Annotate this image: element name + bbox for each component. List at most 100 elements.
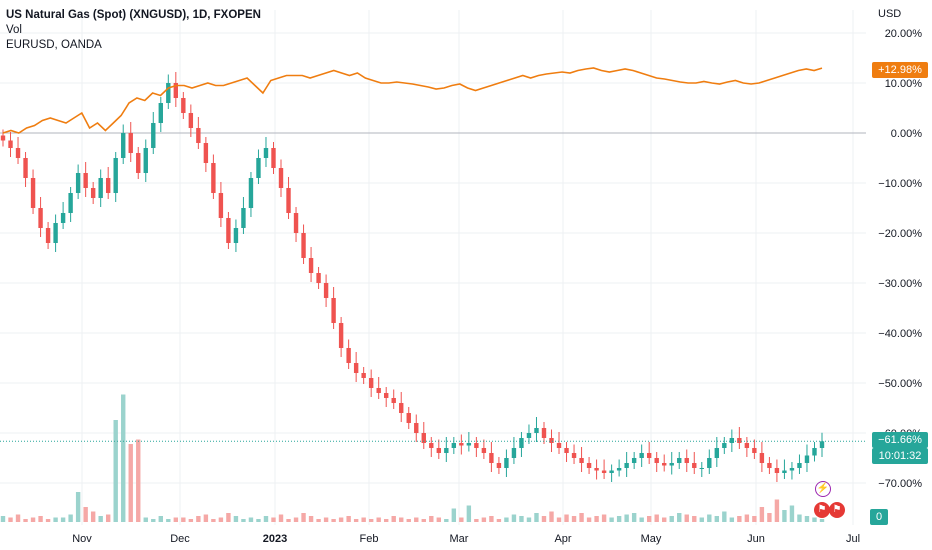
candle-body [684,458,689,463]
volume-bar [113,420,118,522]
volume-bar [684,514,689,522]
candle-body [136,153,141,173]
candle-body [609,470,614,473]
y-unit-label: USD [878,8,901,20]
volume-bar [466,505,472,522]
candle-body [90,188,96,198]
candle-body [414,423,419,433]
candle-body [519,438,524,448]
volume-bar [639,517,644,522]
volume-bar [391,516,396,522]
volume-bar [767,513,772,522]
lightning-icon[interactable]: ⚡ [815,481,831,497]
candle-body [752,448,757,453]
volume-bar [797,514,802,522]
volume-bar [631,513,637,522]
y-axis[interactable]: 20.00% 10.00% 0.00% −10.00% −20.00% −30.00% −4… [878,8,922,490]
candle-body [181,98,186,113]
candle-body [639,453,644,458]
candle-body [459,443,464,446]
volume-bar [361,517,366,522]
volume-bar [248,517,254,522]
candle-body [248,178,254,208]
volume-bar [677,513,682,522]
volume-legend[interactable]: Vol [6,24,22,36]
chart-legend: US Natural Gas (Spot) (XNGUSD), 1D, FXOP… [6,8,261,53]
volume-bar [338,517,344,522]
volume-bar [368,519,374,522]
candle-body [804,455,810,463]
volume-bar [489,516,494,522]
candle-body [331,298,336,323]
volume-bar [218,517,224,522]
candle-body [166,83,171,103]
volume-bar [564,514,569,522]
candle-body [421,433,426,443]
volume-bar [151,519,156,522]
candle-body [30,178,36,208]
candle-body [353,363,359,373]
candle-body [707,458,712,468]
x-axis[interactable]: Nov Dec 2023 Feb Mar Apr May Jun Jul [72,533,860,545]
volume-bar [474,519,479,522]
candle-body [797,463,802,468]
volume-bar [23,519,28,522]
candle-body [496,463,502,468]
compare-legend[interactable]: EURUSD, OANDA [6,39,102,51]
volume-bar [804,516,810,522]
volume-bar [196,516,201,522]
symbol-title[interactable]: US Natural Gas (Spot) (XNGUSD), 1D, FXOP… [6,9,261,21]
candle-body [646,453,652,458]
candle-body [489,453,494,463]
volume-bar [293,517,299,522]
candle-body [399,403,404,413]
candle-body [429,443,434,448]
volume-bar [263,516,269,522]
volume-bar [586,517,592,522]
candle-body [504,458,509,468]
volume-bar [444,519,449,522]
eurusd-compare-line [2,67,823,134]
volume-bar [722,511,727,522]
volume-bar [692,516,697,522]
candle-body [391,398,396,403]
volume-bar [819,519,825,522]
candle-body [286,188,291,213]
candle-body [316,273,321,283]
volume-bar [662,517,667,522]
volume-bar [601,514,607,522]
volume-last-badge: 0 [870,509,888,525]
x-tick-label: Mar [450,533,469,545]
volume-bar [233,516,239,522]
candle-body [594,468,599,471]
volume-bar [53,517,58,522]
volume-bar [654,514,659,522]
y-tick-label: −30.00% [878,278,922,290]
candle-body [203,143,209,163]
candle-body [436,448,441,453]
us-flag-icon[interactable]: ⚑ [829,502,845,518]
volume-bar [278,514,284,522]
volume-bar [496,519,502,522]
volume-bar [752,516,757,522]
candle-body [158,103,163,123]
volume-bar [729,517,735,522]
candlestick-series [0,72,825,482]
candle-body [616,468,622,471]
volume-bar [8,517,13,522]
x-tick-label: Apr [554,533,571,545]
candle-body [444,448,449,453]
volume-bar [526,517,532,522]
compare-line [2,67,823,134]
candle-body [361,373,366,378]
candle-body [151,123,156,148]
candle-body [677,458,682,463]
us-flag-icon[interactable]: ⚑ [814,502,830,518]
candle-body [541,428,547,438]
volume-bar [609,517,614,522]
volume-bar [541,516,547,522]
candle-body [819,441,825,448]
volume-bar [83,507,88,522]
candle-body [564,448,569,453]
